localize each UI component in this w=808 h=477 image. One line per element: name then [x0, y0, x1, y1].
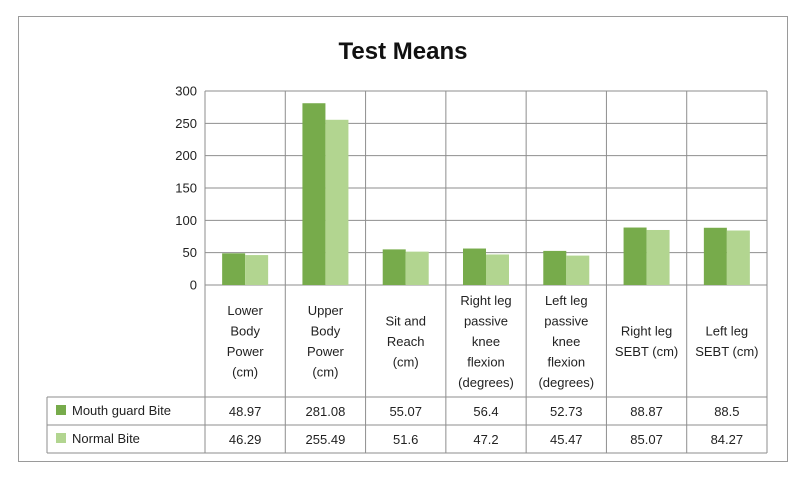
bar-mouth-guard	[382, 249, 406, 285]
category-label: passive	[544, 313, 588, 328]
category-label: Left leg	[706, 324, 749, 339]
category-label: flexion	[547, 354, 585, 369]
category-label: knee	[472, 334, 500, 349]
category-label: (degrees)	[538, 375, 594, 390]
category-label: Power	[307, 344, 345, 359]
data-table-cell: 46.29	[229, 432, 262, 447]
category-label: SEBT (cm)	[615, 344, 678, 359]
bar-mouth-guard	[463, 248, 486, 285]
bar-normal	[325, 119, 349, 285]
bar-normal	[646, 229, 670, 285]
bar-normal	[245, 255, 269, 285]
chart-title: Test Means	[339, 38, 468, 65]
bar-mouth-guard	[302, 103, 326, 286]
category-label: Left leg	[545, 293, 588, 308]
category-label: Reach	[387, 334, 425, 349]
bar-normal	[405, 251, 429, 285]
data-table-cell: 47.2	[473, 432, 498, 447]
bar-normal	[566, 255, 590, 285]
category-label: (degrees)	[458, 375, 514, 390]
category-label: Body	[311, 324, 341, 339]
data-table-cell: 51.6	[393, 432, 418, 447]
legend-label-normal: Normal Bite	[72, 431, 140, 446]
data-table-cell: 255.49	[306, 432, 346, 447]
data-table-cell: 281.08	[306, 404, 346, 419]
category-label: Body	[230, 324, 260, 339]
category-label: Lower	[227, 303, 263, 318]
data-table-cell: 55.07	[389, 404, 422, 419]
data-table-cell: 45.47	[550, 432, 583, 447]
category-label: Sit and	[385, 313, 425, 328]
legend-swatch-normal	[56, 433, 66, 443]
bar-chart: Test Means 0 50 100 150 200 250 300 Lower Body Po…	[46, 38, 768, 454]
data-table-cell: 85.07	[630, 432, 663, 447]
y-tick-label: 0	[190, 278, 197, 293]
data-table-cell: 88.87	[630, 404, 663, 419]
category-label: Right leg	[460, 293, 511, 308]
category-label: Upper	[308, 303, 344, 318]
bar-mouth-guard	[703, 227, 727, 285]
category-label: Right leg	[621, 324, 672, 339]
y-tick-label: 300	[175, 84, 197, 99]
legend-label-mouth-guard: Mouth guard Bite	[72, 403, 171, 418]
category-label: passive	[464, 313, 508, 328]
chart-frame: Test Means 0 50 100 150 200 250 300 Lower Body Po…	[18, 16, 788, 462]
y-tick-label: 250	[175, 116, 197, 131]
category-label: flexion	[467, 354, 505, 369]
category-label: (cm)	[232, 365, 258, 380]
legend-swatch-mouth-guard	[56, 405, 66, 415]
bar-mouth-guard	[623, 227, 647, 285]
data-table-cell: 56.4	[473, 404, 498, 419]
category-label: knee	[552, 334, 580, 349]
y-tick-label: 150	[175, 181, 197, 196]
bar-mouth-guard	[543, 250, 567, 285]
data-table-cell: 88.5	[714, 404, 739, 419]
y-tick-label: 50	[183, 245, 197, 260]
category-label: Power	[227, 344, 265, 359]
data-table-cell: 84.27	[711, 432, 744, 447]
bar-mouth-guard	[222, 253, 246, 285]
category-label: (cm)	[312, 365, 338, 380]
category-label: SEBT (cm)	[695, 344, 758, 359]
y-tick-label: 200	[175, 148, 197, 163]
bar-normal	[726, 230, 750, 285]
data-table-cell: 48.97	[229, 404, 262, 419]
y-tick-label: 100	[175, 213, 197, 228]
bar-normal	[486, 254, 509, 285]
category-label: (cm)	[393, 354, 419, 369]
data-table-cell: 52.73	[550, 404, 583, 419]
